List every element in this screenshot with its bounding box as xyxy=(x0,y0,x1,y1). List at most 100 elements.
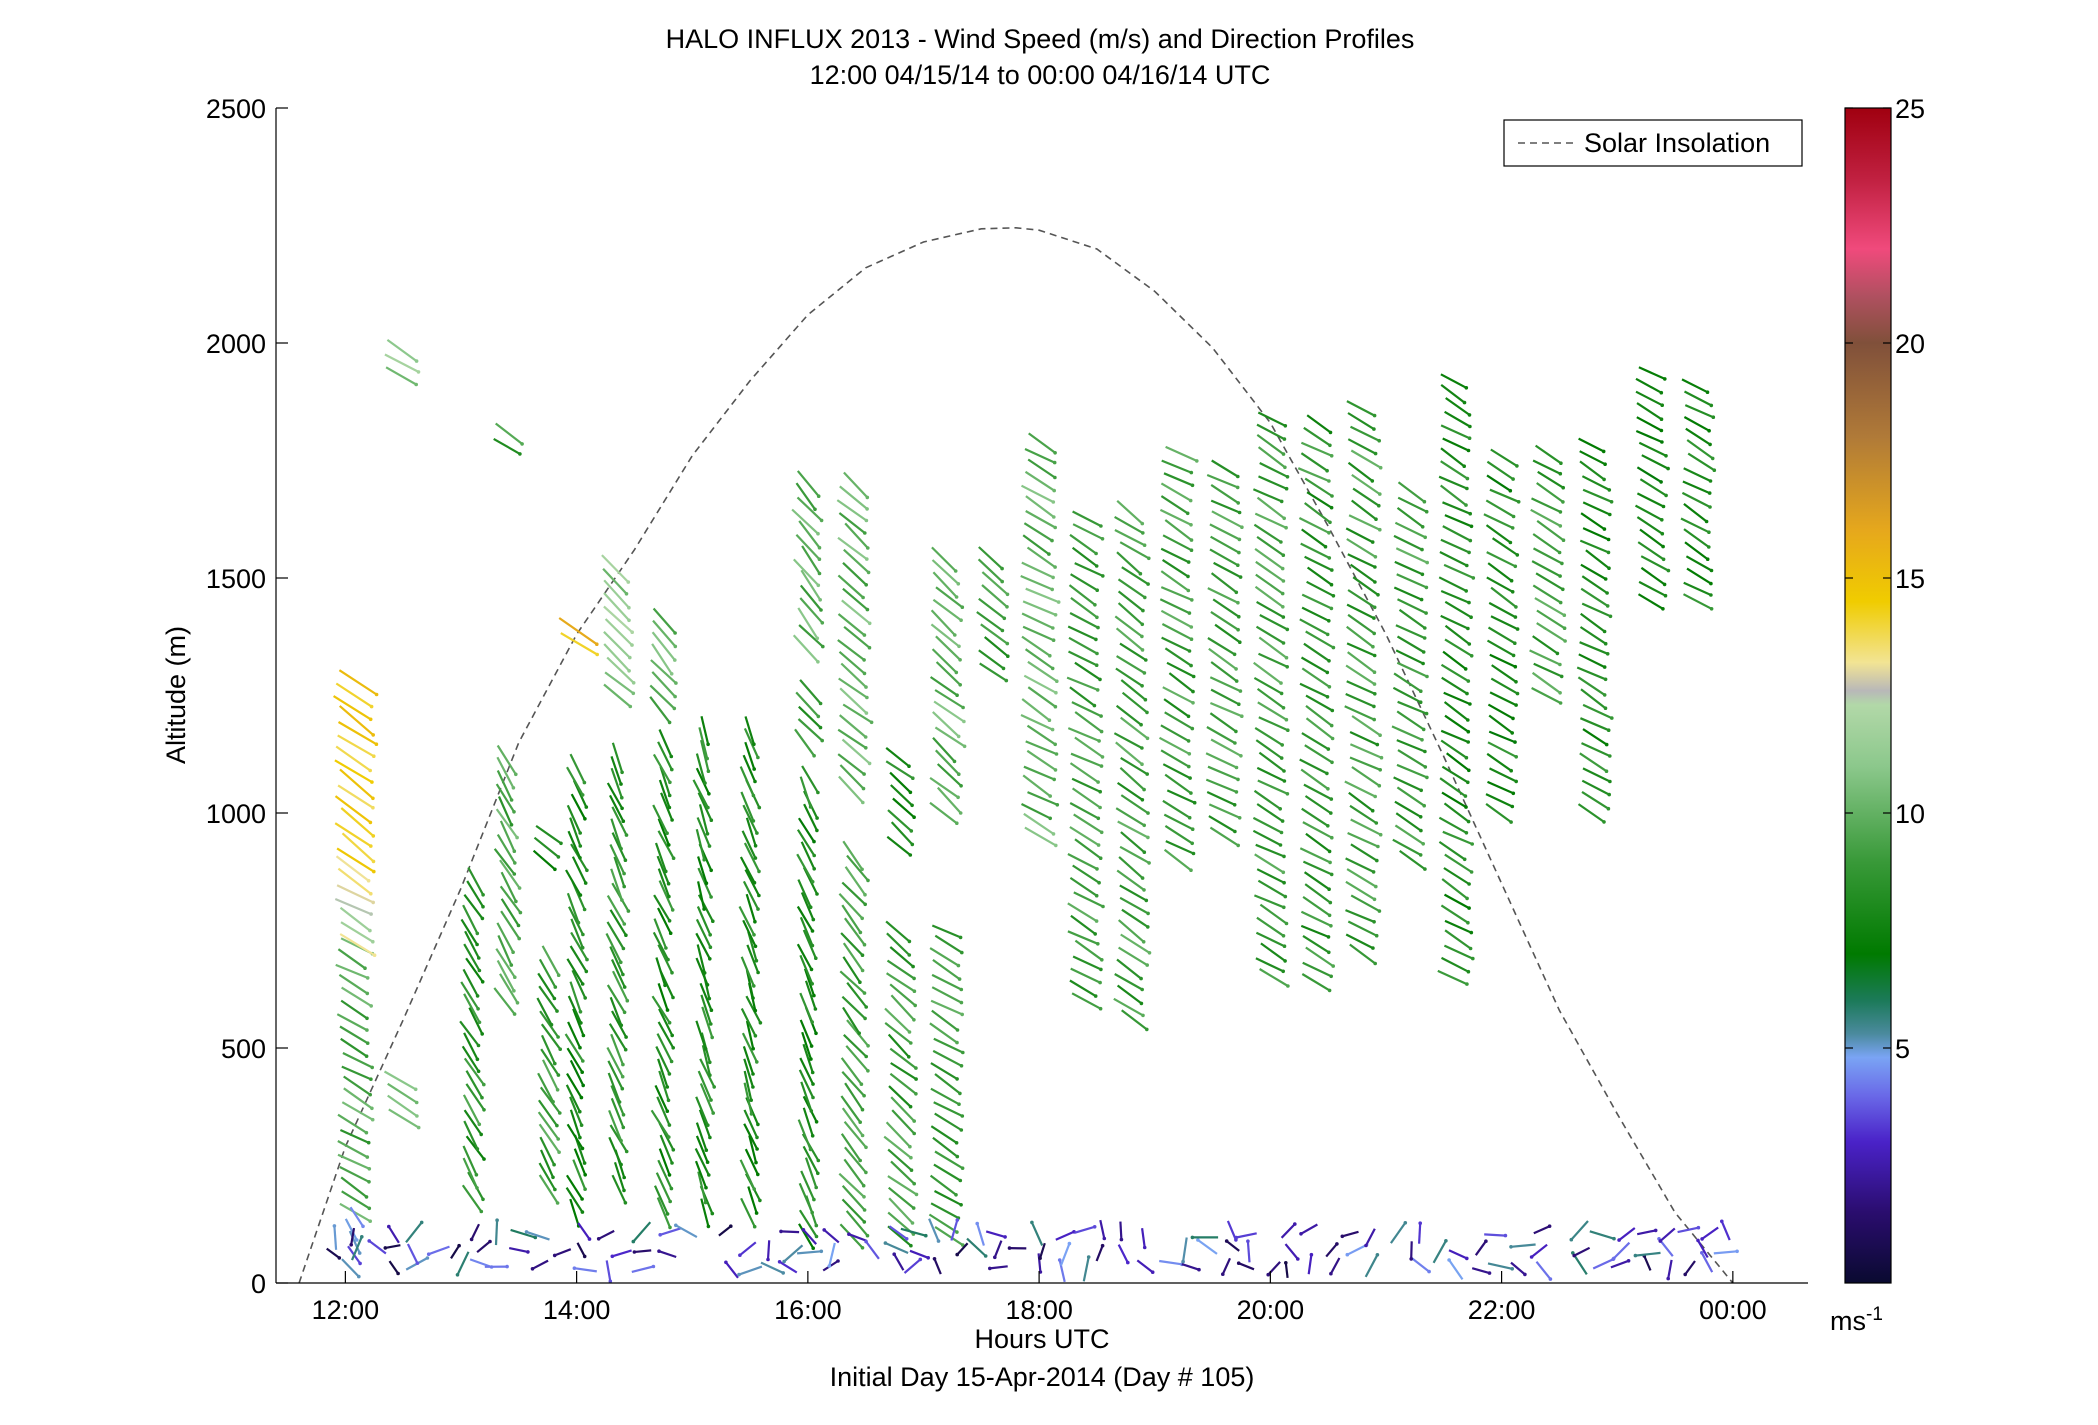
wind-vector-head xyxy=(580,1070,584,1074)
wind-vector-head xyxy=(1709,568,1714,573)
wind-vector-head xyxy=(667,1135,671,1139)
wind-vector xyxy=(386,339,418,362)
wind-vector-head xyxy=(814,1185,818,1190)
wind-vector-head xyxy=(481,904,485,909)
wind-vector xyxy=(1211,459,1239,478)
wind-vector xyxy=(935,635,961,661)
wind-vector xyxy=(1536,520,1565,542)
wind-vector-head xyxy=(1327,619,1331,623)
wind-vector-head xyxy=(657,1249,661,1253)
wind-vector-head xyxy=(495,1218,499,1222)
wind-vector-head xyxy=(1418,1221,1422,1225)
wind-vector-head xyxy=(862,942,867,947)
wind-vector-head xyxy=(667,720,672,725)
wind-vector xyxy=(1074,711,1103,733)
wind-vector xyxy=(499,885,522,914)
wind-vector-head xyxy=(752,933,756,937)
wind-vector-head xyxy=(1508,488,1513,493)
wind-vector-head xyxy=(1101,574,1105,578)
wind-vector-head xyxy=(414,382,419,387)
wind-vector-head xyxy=(867,621,872,626)
wind-vector xyxy=(569,1109,581,1138)
wind-vector-head xyxy=(1572,1253,1576,1258)
wind-vector-head xyxy=(1420,738,1424,742)
wind-vector-head xyxy=(1186,739,1191,743)
wind-vector-head xyxy=(860,867,864,872)
wind-vector xyxy=(800,569,822,601)
wind-vector xyxy=(1206,791,1236,806)
wind-vector xyxy=(1530,508,1561,527)
wind-vector xyxy=(1444,624,1470,645)
wind-vector xyxy=(632,1221,652,1243)
wind-vector-head xyxy=(1056,600,1061,604)
wind-vector xyxy=(653,1185,669,1215)
wind-vector xyxy=(571,969,587,999)
wind-vector-head xyxy=(1140,622,1145,627)
wind-vector-head xyxy=(1329,454,1334,458)
wind-vector-head xyxy=(1094,637,1098,642)
wind-vector-head xyxy=(1470,842,1474,846)
wind-vector xyxy=(538,1123,561,1153)
wind-vector-head xyxy=(782,1259,786,1264)
wind-vector-head xyxy=(1511,514,1516,519)
wind-vector-head xyxy=(556,855,561,859)
wind-vector-head xyxy=(572,1266,577,1270)
wind-vector-head xyxy=(666,957,670,962)
wind-vector xyxy=(887,1225,912,1247)
wind-vector-head xyxy=(860,953,865,957)
wind-vector-head xyxy=(913,1003,917,1008)
wind-vector-head xyxy=(1325,632,1330,637)
wind-vector-head xyxy=(1224,1239,1229,1243)
wind-vector xyxy=(496,744,517,775)
wind-vector xyxy=(341,1065,372,1081)
wind-vector xyxy=(1396,710,1425,731)
wind-vector-head xyxy=(1659,480,1663,484)
wind-vector-head xyxy=(1284,655,1289,660)
wind-vector xyxy=(842,587,869,611)
wind-vector-head xyxy=(1712,468,1717,473)
wind-vector-head xyxy=(479,1132,484,1137)
wind-vector-head xyxy=(702,971,707,975)
wind-vector xyxy=(1440,373,1467,389)
wind-vector-head xyxy=(476,1043,481,1048)
wind-vector xyxy=(933,700,965,723)
wind-vector-head xyxy=(814,1223,819,1228)
wind-vector-head xyxy=(706,1123,710,1127)
wind-vector-head xyxy=(955,1077,959,1081)
wind-vector xyxy=(981,584,1008,608)
wind-vector-head xyxy=(369,1077,373,1081)
wind-vector-head xyxy=(813,1007,818,1011)
wind-vector xyxy=(1028,432,1056,454)
wind-vector-head xyxy=(1283,959,1287,963)
wind-vector xyxy=(341,1258,360,1278)
wind-vector-head xyxy=(955,1252,959,1257)
wind-vector xyxy=(742,754,757,782)
wind-vector-head xyxy=(1051,575,1055,580)
wind-vector xyxy=(800,1081,813,1112)
wind-vector xyxy=(659,1227,682,1236)
wind-vector xyxy=(1397,749,1426,768)
wind-vector-head xyxy=(553,1061,557,1066)
wind-vector xyxy=(1301,606,1330,622)
wind-vector xyxy=(508,1247,529,1253)
wind-vector-head xyxy=(1187,611,1192,615)
wind-vector-head xyxy=(909,1168,914,1172)
wind-vector-head xyxy=(475,931,480,936)
wind-vector-head xyxy=(1421,727,1426,732)
wind-vector xyxy=(337,1153,370,1170)
wind-vector xyxy=(337,948,366,970)
wind-vector xyxy=(1022,625,1055,642)
wind-vector xyxy=(1072,510,1102,527)
wind-vector-head xyxy=(1281,579,1286,583)
wind-vector xyxy=(741,1032,758,1063)
wind-vector xyxy=(700,994,712,1025)
wind-vector-head xyxy=(1299,1232,1303,1236)
wind-vector-head xyxy=(1465,486,1469,491)
wind-vector-head xyxy=(755,1135,759,1140)
wind-vector-head xyxy=(1608,754,1612,758)
wind-vector-head xyxy=(578,1135,582,1140)
wind-vector-head xyxy=(1464,386,1469,390)
colorbar-tick-label: 25 xyxy=(1895,94,1925,124)
wind-vector-head xyxy=(477,1122,482,1127)
wind-vector xyxy=(802,1229,818,1245)
